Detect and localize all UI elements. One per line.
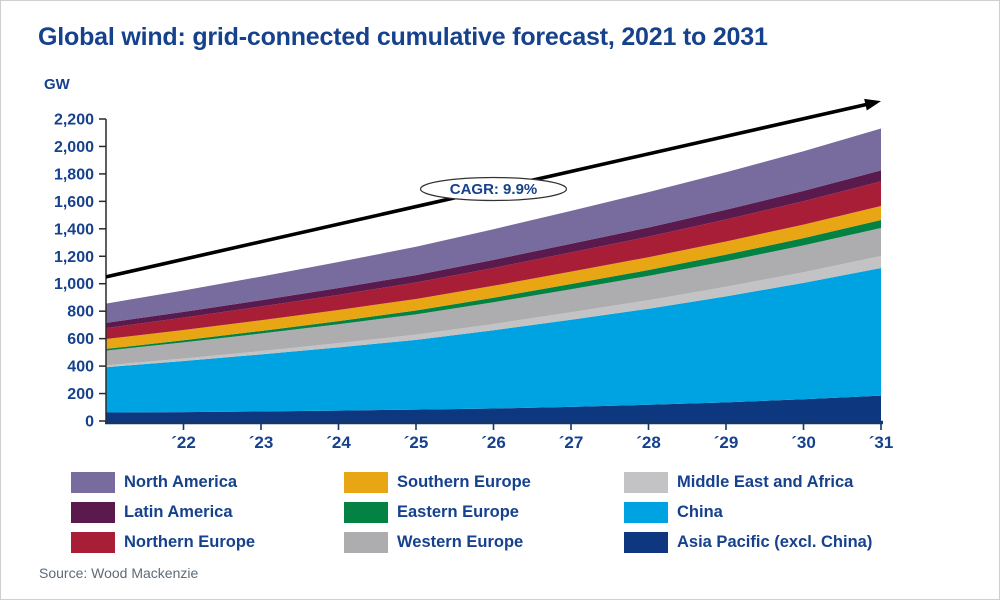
source-attribution: Source: Wood Mackenzie: [39, 565, 199, 581]
legend-swatch-eastern-europe: [344, 501, 388, 523]
legend-swatch-middle-east-africa: [624, 471, 668, 493]
x-tick-label: ´27: [559, 433, 584, 452]
legend-swatch-north-america: [71, 471, 115, 493]
legend-label: Asia Pacific (excl. China): [677, 532, 873, 551]
legend-swatch-china: [624, 501, 668, 523]
legend-swatch-latin-america: [71, 501, 115, 523]
y-axis-unit-label: GW: [44, 76, 70, 93]
legend-item-china: China: [624, 501, 872, 523]
legend-label: Eastern Europe: [397, 502, 519, 521]
page-title: Global wind: grid-connected cumulative f…: [38, 23, 768, 51]
legend-item-asia-pacific: Asia Pacific (excl. China): [624, 531, 873, 553]
legend-item-middle-east-africa: Middle East and Africa: [624, 471, 872, 493]
legend-label: China: [677, 502, 723, 521]
x-tick-label: ´23: [249, 433, 274, 452]
legend-item-north-america: North America: [71, 471, 344, 493]
legend-swatch-northern-europe: [71, 531, 115, 553]
legend-label: Latin America: [124, 502, 233, 521]
area-latin_america: [106, 170, 881, 329]
x-tick-label: ´30: [791, 433, 816, 452]
x-tick-label: ´22: [171, 433, 196, 452]
legend-item-western-europe: Western Europe: [344, 531, 624, 553]
y-tick-label: 1,400: [54, 221, 94, 238]
legend-swatch-western-europe: [344, 531, 388, 553]
legend-item-eastern-europe: Eastern Europe: [344, 501, 624, 523]
legend-label: North America: [124, 472, 238, 491]
y-tick-label: 800: [67, 304, 94, 321]
trend-arrow-head: [864, 98, 881, 111]
area-southern_europe: [106, 206, 881, 349]
area-china: [106, 267, 881, 413]
chart-legend: North America Latin America Northern Eur…: [71, 467, 872, 557]
area-north_america: [106, 128, 881, 323]
x-tick-label: ´29: [714, 433, 739, 452]
legend-item-northern-europe: Northern Europe: [71, 531, 344, 553]
x-tick-label: ´25: [404, 433, 429, 452]
area-western_europe: [106, 227, 881, 366]
legend-item-latin-america: Latin America: [71, 501, 344, 523]
y-tick-label: 2,200: [54, 112, 94, 129]
legend-label: Southern Europe: [397, 472, 531, 491]
legend-label: Western Europe: [397, 532, 524, 551]
area-northern_europe: [106, 181, 881, 340]
legend-label: Middle East and Africa: [677, 472, 854, 491]
x-tick-label: ´26: [481, 433, 506, 452]
y-tick-label: 1,000: [54, 276, 94, 293]
area-asia_pacific: [106, 395, 881, 421]
x-tick-label: ´28: [636, 433, 661, 452]
y-tick-label: 200: [67, 386, 94, 403]
y-tick-label: 0: [85, 414, 94, 431]
legend-swatch-asia-pacific: [624, 531, 668, 553]
legend-label: Northern Europe: [124, 532, 256, 551]
x-tick-label: ´24: [326, 433, 351, 452]
cagr-annotation: CAGR: 9.9%: [450, 181, 538, 198]
y-tick-label: 400: [67, 359, 94, 376]
legend-item-southern-europe: Southern Europe: [344, 471, 624, 493]
y-tick-label: 1,800: [54, 166, 94, 183]
y-tick-label: 600: [67, 331, 94, 348]
legend-swatch-southern-europe: [344, 471, 388, 493]
y-tick-label: 2,000: [54, 139, 94, 156]
y-tick-label: 1,600: [54, 194, 94, 211]
x-tick-label: ´31: [869, 433, 894, 452]
cagr-ellipse: [419, 176, 568, 202]
y-tick-label: 1,200: [54, 249, 94, 266]
